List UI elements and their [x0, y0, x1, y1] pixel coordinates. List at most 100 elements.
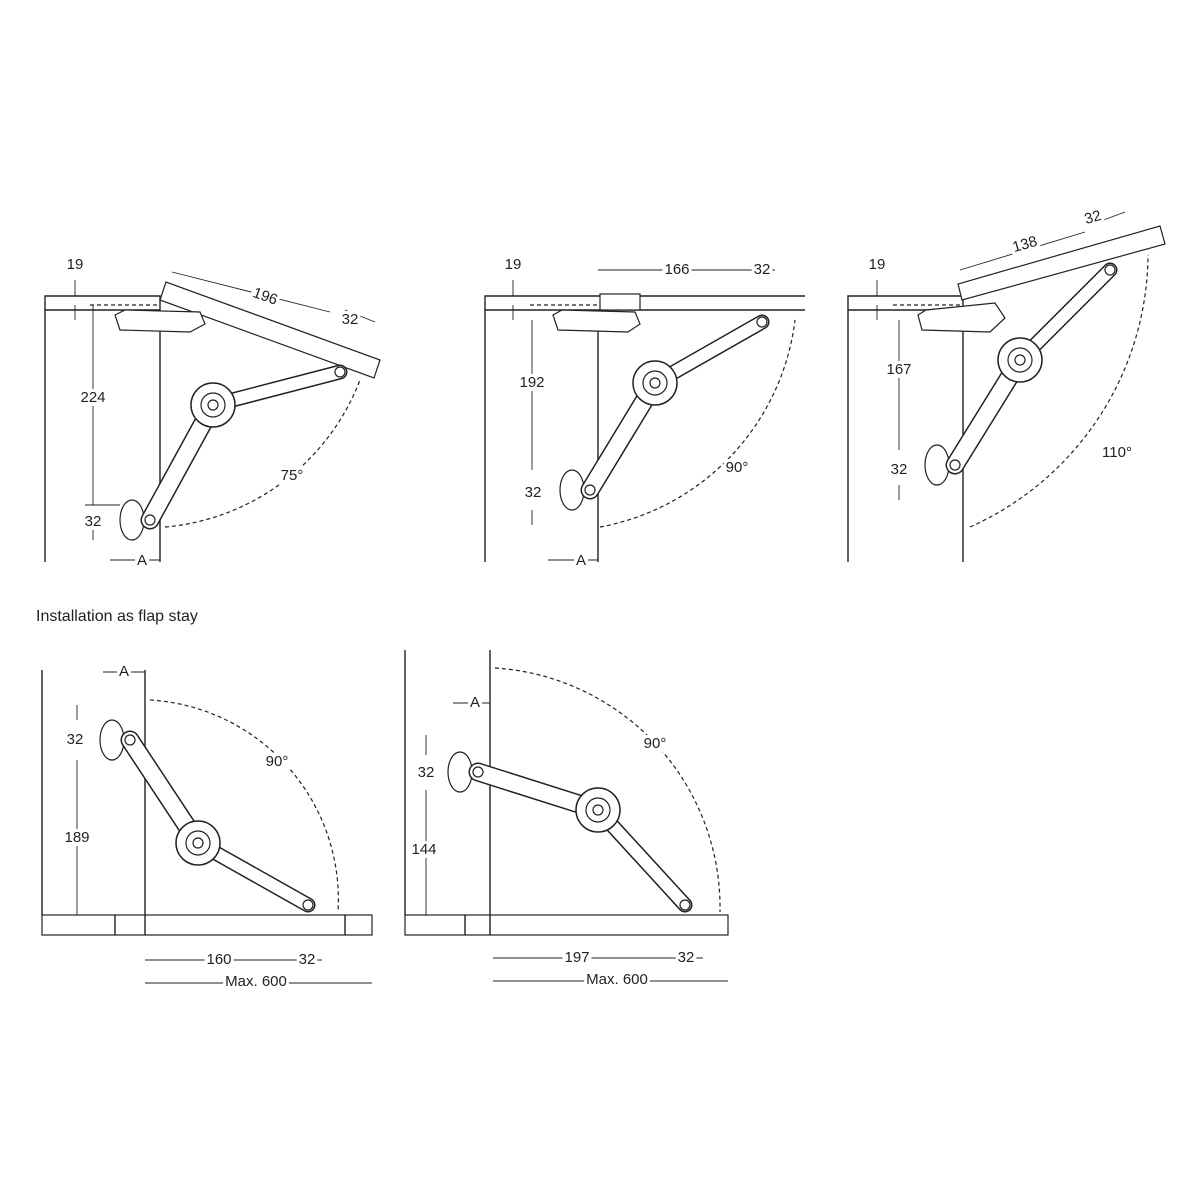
dimension-label: 32 — [754, 261, 771, 278]
dimension-label: 90° — [726, 459, 749, 476]
flap-board — [404, 914, 729, 936]
dimension-label: 32 — [342, 311, 359, 328]
hub-core — [207, 399, 219, 411]
cabinet-outline — [41, 670, 146, 915]
dimension-label: 32 — [678, 949, 695, 966]
dimension-label: 224 — [80, 389, 105, 406]
label-background — [517, 373, 547, 391]
dimension-label: 160 — [206, 951, 231, 968]
flap-stay-160 — [41, 670, 373, 936]
label-background — [884, 360, 914, 378]
label-background — [502, 255, 524, 273]
dimension-label: 19 — [869, 256, 886, 273]
pivot — [1104, 264, 1116, 276]
dimension-label: 167 — [886, 361, 911, 378]
flap — [957, 225, 1166, 301]
label-background — [1008, 232, 1042, 257]
label-background — [64, 730, 86, 748]
dimension-label: 32 — [67, 731, 84, 748]
label-background — [134, 551, 150, 569]
label-background — [278, 466, 306, 484]
opening-arc — [969, 254, 1149, 528]
label-background — [78, 388, 108, 406]
dimension-label: A — [119, 663, 129, 680]
dimension-label: 90° — [644, 735, 667, 752]
dimension-label: Max. 600 — [225, 973, 287, 990]
label-background — [522, 483, 544, 501]
pivot — [144, 514, 156, 526]
mount-plate — [924, 444, 950, 486]
label-background — [1100, 443, 1134, 461]
hub-core — [592, 804, 604, 816]
mount-plate — [447, 751, 473, 793]
dimension-label: 138 — [1010, 233, 1039, 256]
hub-core — [649, 377, 661, 389]
hub-core — [1014, 354, 1026, 366]
label-background — [662, 260, 692, 278]
dimension-label: 32 — [299, 951, 316, 968]
board-joints — [114, 915, 346, 935]
mount-plate — [99, 719, 125, 761]
label-background — [409, 840, 439, 858]
label-background — [204, 950, 234, 968]
label-background — [116, 662, 132, 680]
label-background — [562, 948, 592, 966]
label-background — [248, 283, 282, 310]
label-background — [467, 693, 483, 711]
dimension-label: 32 — [85, 513, 102, 530]
cabinet-110 — [847, 225, 1166, 562]
label-background — [866, 255, 888, 273]
flap-stay-197 — [404, 650, 729, 936]
label-background — [573, 551, 589, 569]
flap-board — [41, 914, 373, 936]
label-background — [641, 734, 669, 752]
dimension-label: Max. 600 — [586, 971, 648, 988]
dimension-label: 32 — [418, 764, 435, 781]
dimension-label: A — [470, 694, 480, 711]
dimension-line — [171, 271, 331, 313]
label-background — [62, 828, 92, 846]
flap — [159, 281, 381, 379]
cabinet-outline — [484, 295, 805, 562]
label-background — [223, 972, 289, 990]
label-background — [675, 948, 697, 966]
label-background — [1080, 206, 1106, 229]
pivot — [334, 366, 346, 378]
dimension-label: 90° — [266, 753, 289, 770]
mount-plate — [559, 469, 585, 511]
cabinet-90 — [484, 293, 805, 562]
pivot — [584, 484, 596, 496]
label-background — [584, 970, 650, 988]
label-background — [751, 260, 773, 278]
dimension-label: 166 — [664, 261, 689, 278]
board-joints — [464, 915, 491, 935]
label-background — [64, 255, 86, 273]
dimension-label: 19 — [67, 256, 84, 273]
dimension-label: 32 — [891, 461, 908, 478]
dimension-label: 192 — [519, 374, 544, 391]
label-background — [339, 310, 361, 328]
pivot — [949, 459, 961, 471]
cabinet-75 — [44, 281, 381, 562]
dimension-label: 75° — [281, 467, 304, 484]
opening-arc — [599, 319, 796, 528]
pivot — [302, 899, 314, 911]
label-background — [415, 763, 437, 781]
dimension-label: 144 — [411, 841, 436, 858]
label-background — [888, 460, 910, 478]
dimension-label: A — [137, 552, 147, 569]
label-background — [263, 752, 291, 770]
section-title: Installation as flap stay — [36, 608, 198, 625]
hinge-bracket — [917, 302, 1006, 333]
hinge-block — [599, 293, 641, 311]
hub-core — [192, 837, 204, 849]
dimension-label: A — [576, 552, 586, 569]
dimension-label: 110° — [1102, 444, 1132, 461]
pivot — [472, 766, 484, 778]
pivot — [756, 316, 768, 328]
dimension-label: 19 — [505, 256, 522, 273]
dimension-label: 32 — [525, 484, 542, 501]
dimension-label: 197 — [564, 949, 589, 966]
